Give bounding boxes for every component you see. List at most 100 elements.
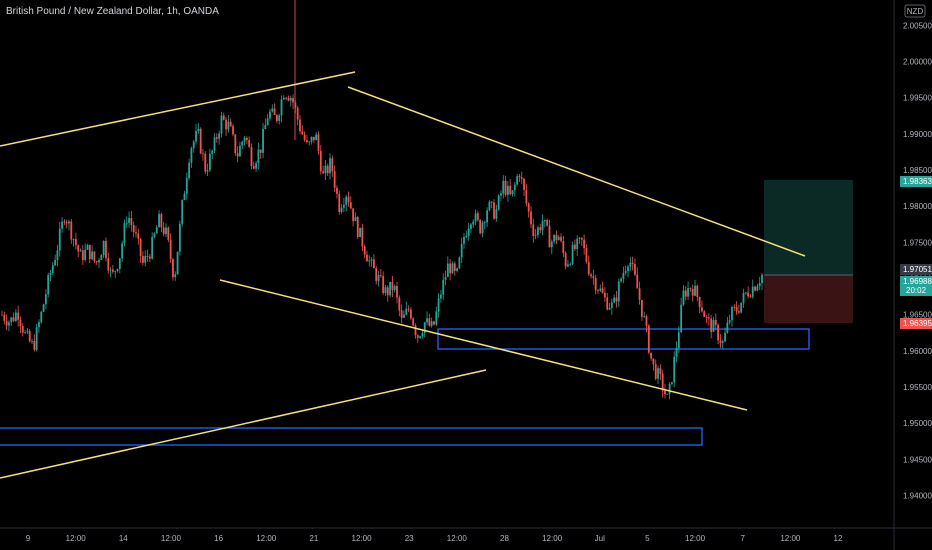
candle-body <box>142 255 144 263</box>
candle-body <box>296 107 299 120</box>
candle-body <box>714 320 717 325</box>
candle-body <box>174 274 177 278</box>
candle-body <box>366 254 368 262</box>
candle-body <box>707 317 710 319</box>
candle-body <box>206 170 209 172</box>
candle-body <box>472 221 475 225</box>
symbol-title[interactable]: British Pound / New Zealand Dollar, 1h, … <box>6 6 219 17</box>
candle-body <box>430 321 433 326</box>
candle-body <box>285 97 288 99</box>
candle-body <box>38 322 40 328</box>
candle-body <box>118 258 121 270</box>
candle-body <box>497 195 500 210</box>
time-tick-label: 21 <box>309 534 318 543</box>
candle-body <box>537 227 539 236</box>
candle-body <box>647 325 650 353</box>
candle-body <box>640 299 643 317</box>
trendline-channel-bottom[interactable] <box>219 279 748 411</box>
candle-body <box>220 115 223 134</box>
candle-body <box>306 140 308 143</box>
candle-body <box>615 297 618 302</box>
candle-body <box>312 136 315 141</box>
candle-body <box>573 244 576 250</box>
candle-body <box>160 213 163 228</box>
price-tag-entry: 1.97051 <box>900 264 932 275</box>
price-tick-label: 1.98500 <box>903 166 932 175</box>
candle-body <box>539 227 542 231</box>
price-tick-label: 1.94500 <box>903 455 932 464</box>
candle-body <box>245 137 248 141</box>
candle-body <box>165 227 167 235</box>
candle-body <box>379 275 382 277</box>
candle-body <box>504 180 507 195</box>
candle-body <box>275 114 278 121</box>
candle-body <box>116 269 119 272</box>
candle-body <box>299 119 301 132</box>
currency-badge[interactable]: NZD <box>904 4 926 18</box>
price-tick-label: 2.00500 <box>903 21 932 30</box>
position-stop-zone[interactable] <box>764 275 853 323</box>
candle-body <box>661 373 664 391</box>
candle-body <box>155 227 158 234</box>
support-zone-upper[interactable] <box>437 328 810 350</box>
candle-body <box>234 134 237 154</box>
candle-body <box>426 318 428 323</box>
candle-body <box>324 165 327 174</box>
candle-body <box>698 297 701 308</box>
candle-body <box>123 223 126 244</box>
candle-body <box>627 266 629 272</box>
candle-body <box>654 364 657 379</box>
candle-body <box>81 250 84 260</box>
candle-body <box>453 263 456 271</box>
candle-body <box>458 257 461 269</box>
candle-body <box>79 250 82 252</box>
time-axis[interactable]: 9 12:00 14 12:00 16 12:00 21 12:00 23 12:00 28 12:0… <box>0 527 932 543</box>
candle-body <box>5 320 8 326</box>
candle-body <box>638 288 641 300</box>
candle-body <box>19 319 22 327</box>
time-tick-label: 7 <box>740 534 745 543</box>
position-target-zone[interactable] <box>764 180 853 275</box>
candle-body <box>310 136 313 142</box>
candle-body <box>51 265 54 273</box>
candle-body <box>382 276 385 293</box>
candle-body <box>259 149 262 153</box>
candle-body <box>569 263 572 265</box>
candle-body <box>423 322 426 334</box>
candle-body <box>594 277 597 291</box>
candle-body <box>12 317 15 321</box>
trendline-lower-rising[interactable] <box>0 369 487 479</box>
candle-body <box>72 239 75 240</box>
candle-body <box>571 244 574 264</box>
candle-body <box>40 311 43 323</box>
candle-body <box>125 222 128 224</box>
price-tick-label: 1.96500 <box>903 311 932 320</box>
candle-body <box>44 294 47 305</box>
support-zone-lower[interactable] <box>0 427 703 446</box>
candle-body <box>650 352 653 359</box>
candle-body <box>687 288 689 297</box>
candle-body <box>352 208 355 222</box>
candle-body <box>481 222 484 234</box>
candle-body <box>49 272 52 275</box>
candle-body <box>490 201 493 203</box>
candle-body <box>28 331 31 342</box>
candle-body <box>158 213 160 228</box>
trendline-upper-rising[interactable] <box>0 71 356 147</box>
candle-body <box>301 131 304 135</box>
candle-body <box>562 240 565 254</box>
candle-body <box>266 118 269 126</box>
candle-body <box>248 140 251 148</box>
candle-body <box>227 121 230 130</box>
candle-body <box>243 137 246 142</box>
time-tick-label: 5 <box>645 534 650 543</box>
candle-body <box>680 304 683 333</box>
candle-body <box>495 209 498 219</box>
trendline-channel-top[interactable] <box>347 86 806 257</box>
candle-body <box>409 309 412 319</box>
candle-body <box>135 232 137 234</box>
candle-body <box>225 119 227 130</box>
candle-body <box>705 317 708 318</box>
